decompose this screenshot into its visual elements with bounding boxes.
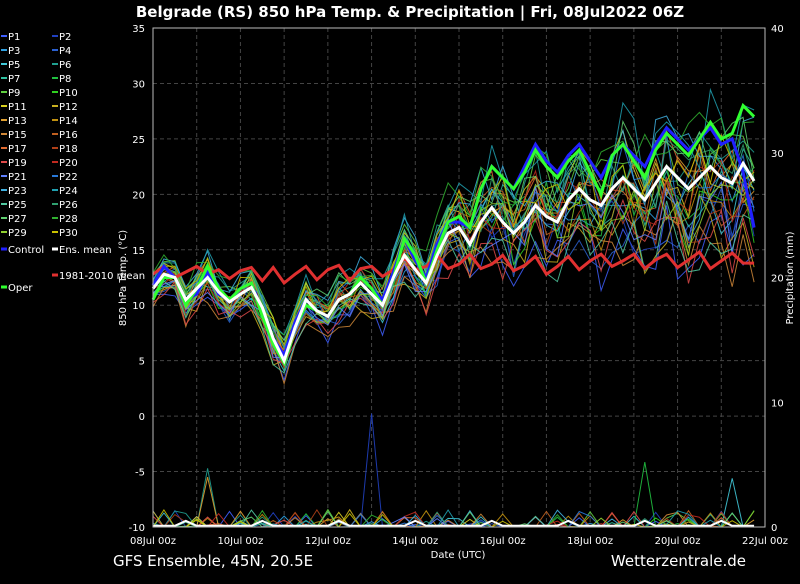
legend: P1 P2 P3 P4 P5 P6 P7 P8 P9 P10 P11 P12 P13 P14 P15 P16 P… bbox=[1, 32, 145, 294]
chart-title: Belgrade (RS) 850 hPa Temp. & Precipitat… bbox=[136, 3, 684, 22]
legend-label: P22 bbox=[59, 172, 78, 183]
legend-label: Control bbox=[8, 245, 44, 256]
axes: -10 -5 0 5 10 15 20 25 30 35 0 10 20 30 40 08Jul 00z 10J… bbox=[129, 24, 788, 547]
legend-label: Oper bbox=[8, 283, 33, 294]
legend-label: P19 bbox=[8, 158, 27, 169]
x-tick-label: 16Jul 00z bbox=[480, 536, 526, 547]
x-tick-label: 12Jul 00z bbox=[305, 536, 351, 547]
legend-label: P11 bbox=[8, 102, 27, 113]
legend-label: P20 bbox=[59, 158, 78, 169]
y-tick-label: 5 bbox=[139, 357, 145, 368]
y-axis-label: 850 hPa Temp. (°C) bbox=[118, 230, 129, 326]
legend-label: P27 bbox=[8, 214, 27, 225]
ens-mean-precip-line bbox=[153, 519, 755, 527]
legend-label: P30 bbox=[59, 228, 78, 239]
y-tick-label: 35 bbox=[132, 24, 145, 35]
x-tick-label: 14Jul 00z bbox=[392, 536, 438, 547]
member-line-p11 bbox=[152, 129, 755, 359]
member-line-p15 bbox=[152, 216, 755, 386]
member-precip-p13 bbox=[153, 476, 755, 528]
legend-label: P25 bbox=[8, 200, 27, 211]
model-info: GFS Ensemble, 45N, 20.5E bbox=[113, 552, 314, 570]
x-tick-label: 18Jul 00z bbox=[567, 536, 613, 547]
member-line-p30 bbox=[152, 133, 755, 347]
y-tick-label: 0 bbox=[139, 412, 145, 423]
legend-label: P4 bbox=[59, 46, 71, 57]
y-tick-label: 10 bbox=[132, 301, 145, 312]
legend-label: P18 bbox=[59, 144, 78, 155]
legend-label: 1981-2010 mean bbox=[59, 271, 145, 282]
legend-label: P5 bbox=[8, 60, 20, 71]
legend-label: P1 bbox=[8, 32, 20, 43]
legend-label: P3 bbox=[8, 46, 20, 57]
legend-label: P16 bbox=[59, 130, 78, 141]
legend-label: P23 bbox=[8, 186, 27, 197]
y-tick-label: 25 bbox=[132, 135, 145, 146]
y2-tick-label: 20 bbox=[771, 274, 784, 285]
x-tick-label: 20Jul 00z bbox=[655, 536, 701, 547]
y-tick-label: 15 bbox=[132, 246, 145, 257]
legend-label: P6 bbox=[59, 60, 71, 71]
legend-label: P26 bbox=[59, 200, 78, 211]
series-lines bbox=[151, 87, 756, 529]
x-tick-label: 08Jul 00z bbox=[130, 536, 176, 547]
member-line-p6 bbox=[152, 131, 755, 345]
y2-axis-label: Precipitation (mm) bbox=[785, 231, 796, 324]
member-line-p29 bbox=[152, 178, 755, 357]
legend-label: P2 bbox=[59, 32, 71, 43]
x-tick-label: 10Jul 00z bbox=[217, 536, 263, 547]
y-tick-label: -5 bbox=[135, 468, 145, 479]
y-tick-label: -10 bbox=[129, 523, 145, 534]
y-tick-label: 30 bbox=[132, 79, 145, 90]
legend-label: P28 bbox=[59, 214, 78, 225]
source-credit: Wetterzentrale.de bbox=[610, 552, 746, 570]
legend-label: P24 bbox=[59, 186, 78, 197]
climate-mean-line bbox=[152, 249, 755, 286]
y-tick-label: 20 bbox=[132, 190, 145, 201]
legend-label: P29 bbox=[8, 228, 27, 239]
ens-mean-line bbox=[151, 160, 756, 365]
legend-label: P8 bbox=[59, 74, 71, 85]
y2-tick-label: 40 bbox=[771, 24, 784, 35]
legend-label: P13 bbox=[8, 116, 27, 127]
legend-label: P7 bbox=[8, 74, 20, 85]
member-precip-p2 bbox=[153, 413, 755, 528]
legend-label: P10 bbox=[59, 88, 78, 99]
x-axis-label: Date (UTC) bbox=[431, 550, 486, 561]
x-tick-label: 22Jul 00z bbox=[742, 536, 788, 547]
member-line-p12 bbox=[152, 193, 755, 366]
y2-tick-label: 30 bbox=[771, 149, 784, 160]
legend-label: P15 bbox=[8, 130, 27, 141]
legend-label: P12 bbox=[59, 102, 78, 113]
legend-label: P17 bbox=[8, 144, 27, 155]
member-line-p17 bbox=[152, 128, 755, 352]
plot-frame bbox=[152, 27, 766, 528]
y2-tick-label: 10 bbox=[771, 398, 784, 409]
legend-label: P14 bbox=[59, 116, 78, 127]
y2-tick-label: 0 bbox=[771, 523, 777, 534]
legend-label: P21 bbox=[8, 172, 27, 183]
legend-label: Ens. mean bbox=[59, 245, 112, 256]
legend-label: P9 bbox=[8, 88, 20, 99]
member-line-p20 bbox=[152, 159, 755, 369]
